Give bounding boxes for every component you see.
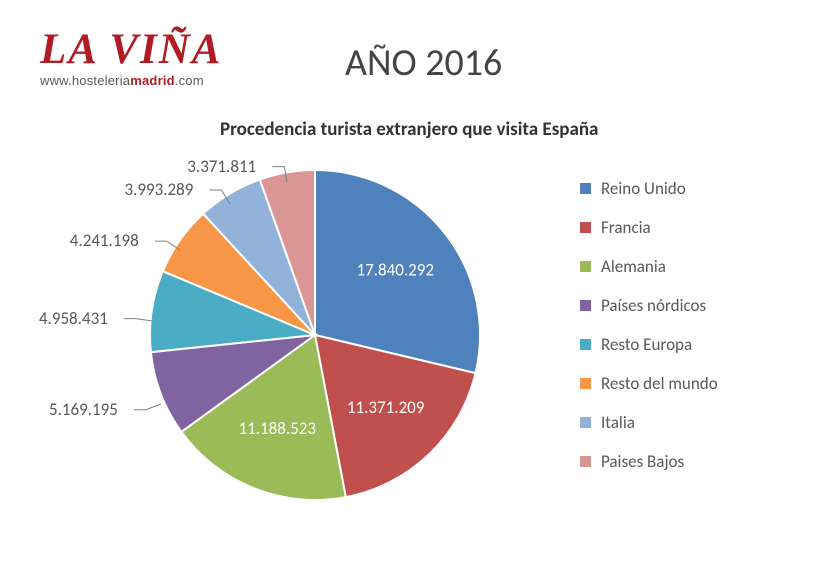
legend-swatch xyxy=(580,222,591,233)
legend-swatch xyxy=(580,339,591,350)
logo: LA VIÑA www.hosteleriamadrid.com xyxy=(40,28,222,88)
legend-swatch xyxy=(580,417,591,428)
legend-label: Países nórdicos xyxy=(601,295,706,316)
pie-data-label: 3.993.289 xyxy=(124,179,193,200)
pie-data-label: 11.188.523 xyxy=(238,418,316,439)
pie-data-label: 17.840.292 xyxy=(357,260,435,281)
pie-chart: 17.840.292 11.371.209 11.188.523 xyxy=(145,165,485,505)
legend-label: Reino Unido xyxy=(601,178,686,199)
legend-item: Países nórdicos xyxy=(580,295,718,316)
pie-data-label: 5.169.195 xyxy=(49,399,118,420)
pie-data-label: 3.371.811 xyxy=(187,156,256,177)
legend-item: Italia xyxy=(580,412,718,433)
logo-subtitle: www.hosteleriamadrid.com xyxy=(40,73,222,88)
legend-label: Resto Europa xyxy=(601,334,692,355)
legend-label: Francia xyxy=(601,217,651,238)
legend-swatch xyxy=(580,261,591,272)
pie-data-label: 4.958.431 xyxy=(39,308,108,329)
legend-item: Alemania xyxy=(580,256,718,277)
logo-brand: LA VIÑA xyxy=(40,28,222,71)
page-title: AÑO 2016 xyxy=(345,40,502,86)
chart-title: Procedencia turista extranjero que visit… xyxy=(220,118,598,141)
legend-item: Resto del mundo xyxy=(580,373,718,394)
legend-label: Italia xyxy=(601,412,635,433)
legend-label: Paises Bajos xyxy=(601,451,684,472)
pie-data-label: 11.371.209 xyxy=(347,397,425,418)
pie-data-label: 4.241.198 xyxy=(70,230,139,251)
legend-label: Alemania xyxy=(601,256,666,277)
legend-swatch xyxy=(580,183,591,194)
legend-swatch xyxy=(580,300,591,311)
legend-item: Paises Bajos xyxy=(580,451,718,472)
legend-label: Resto del mundo xyxy=(601,373,718,394)
legend-item: Reino Unido xyxy=(580,178,718,199)
legend-swatch xyxy=(580,456,591,467)
legend-item: Francia xyxy=(580,217,718,238)
chart-legend: Reino Unido Francia Alemania Países nórdico… xyxy=(580,178,718,490)
legend-item: Resto Europa xyxy=(580,334,718,355)
legend-swatch xyxy=(580,378,591,389)
